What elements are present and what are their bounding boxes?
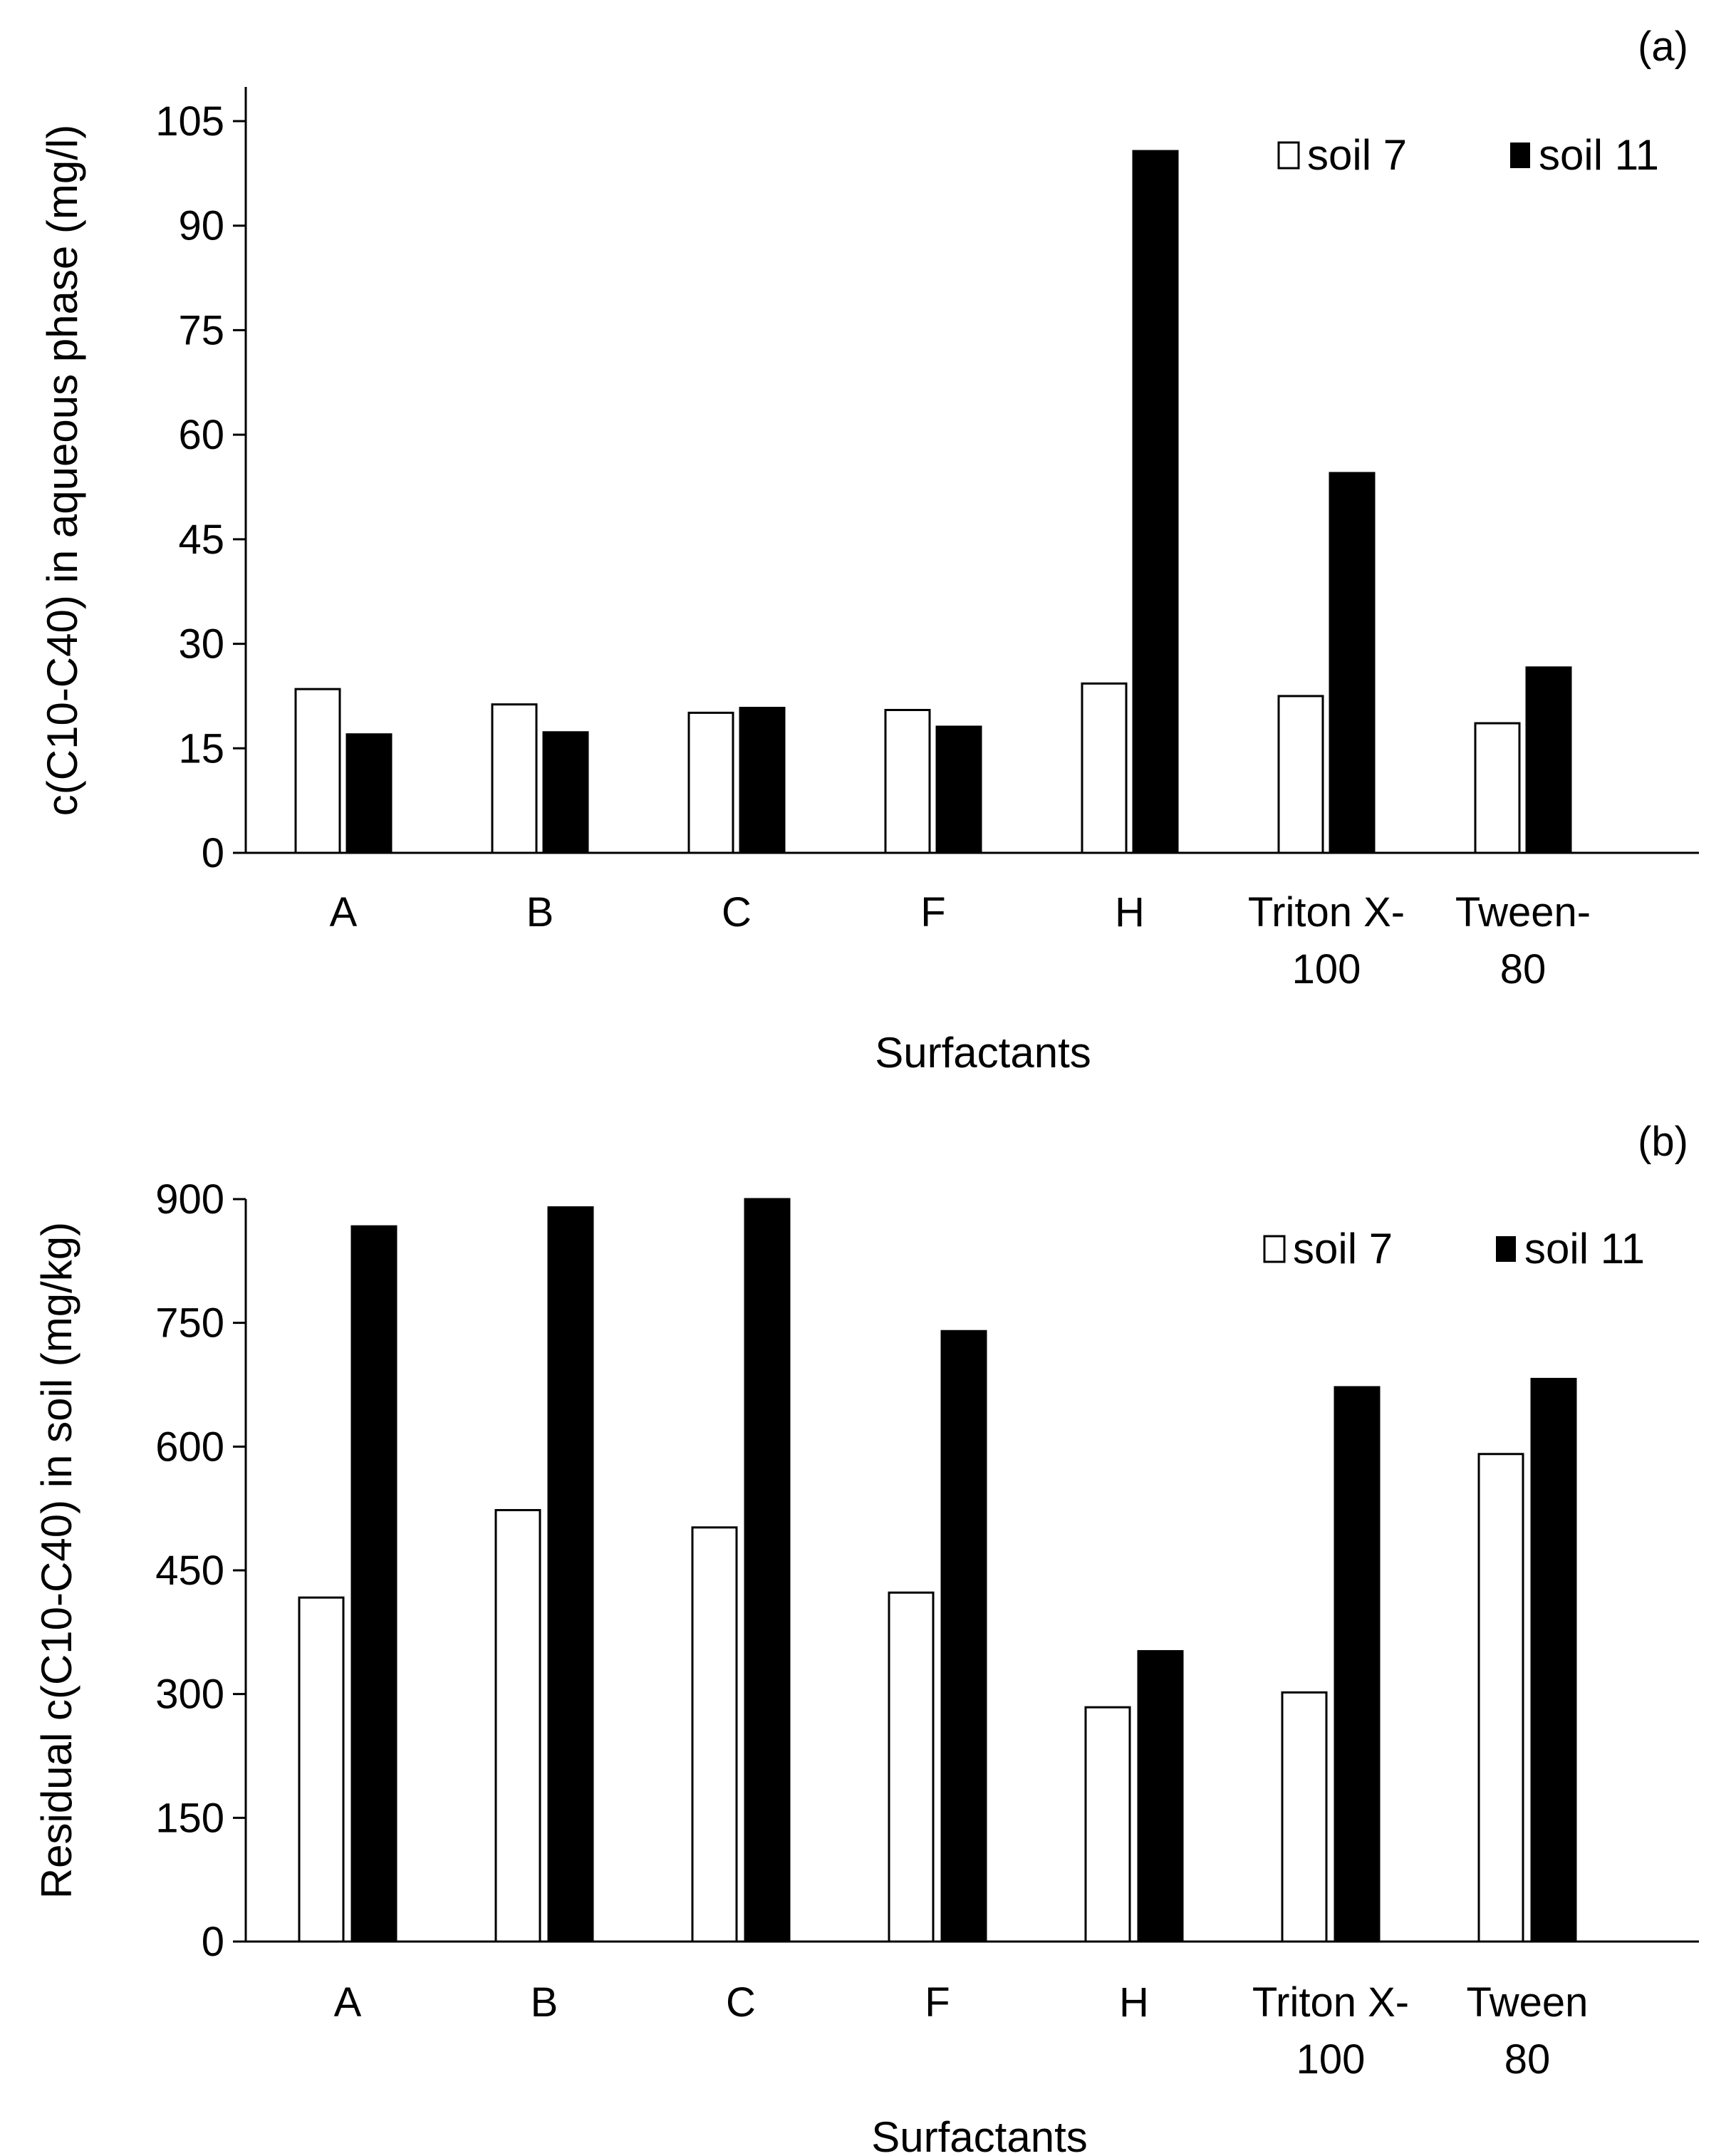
bar-b-soil11-2 xyxy=(744,1198,791,1943)
bar-a-soil7-4 xyxy=(1081,682,1128,854)
bar-b-soil7-5 xyxy=(1281,1691,1328,1943)
panel-b-category-label: A xyxy=(334,1979,362,2026)
bar-a-soil11-4 xyxy=(1132,150,1179,854)
panel-b-legend: soil 7 soil 11 xyxy=(1263,1225,1645,1273)
bar-a-soil11-1 xyxy=(542,731,589,854)
panel-b-y-tick-label: 450 xyxy=(155,1548,224,1594)
panel-b-label: (b) xyxy=(1638,1119,1688,1165)
panel-b-y-tick-label: 600 xyxy=(155,1424,224,1470)
panel-b-category-label: H xyxy=(1119,1979,1149,2026)
bar-b-soil7-1 xyxy=(494,1508,541,1943)
bar-a-soil7-3 xyxy=(884,708,931,854)
panel-a-y-tick-label: 75 xyxy=(178,307,224,353)
panel-a-legend-swatch-soil11 xyxy=(1510,142,1530,168)
panel-b-legend-swatch-soil7 xyxy=(1263,1235,1286,1263)
panel-a-category-label: H xyxy=(1115,889,1145,936)
panel-a-category-label: 100 xyxy=(1292,946,1361,993)
panel-b-category-label: 100 xyxy=(1296,2036,1366,2083)
bar-a-soil7-2 xyxy=(687,711,734,854)
panel-a-x-axis-label: Surfactants xyxy=(875,1029,1091,1077)
panel-a-category-label: A xyxy=(330,889,358,936)
panel-b-y-ticks: 0 150 300 450 600 750 900 xyxy=(155,1176,246,1965)
panel-a-y-tick-label: 60 xyxy=(178,412,224,458)
panel-a-category-label: F xyxy=(920,889,945,936)
panel-b-y-tick-label: 750 xyxy=(155,1300,224,1347)
panel-a-y-tick-label: 30 xyxy=(178,621,224,668)
bar-a-soil7-6 xyxy=(1474,722,1521,854)
panel-a-category-labels: A B C F H Triton X- 100 Tween- 80 xyxy=(330,889,1591,993)
bar-b-soil11-5 xyxy=(1334,1386,1381,1943)
panel-b-category-labels: A B C F H Triton X- 100 Tween 80 xyxy=(334,1979,1589,2083)
bar-b-soil11-0 xyxy=(350,1225,397,1943)
panel-a-category-label: Triton X- xyxy=(1248,889,1405,936)
bar-b-soil11-1 xyxy=(547,1206,594,1943)
panel-b-category-label: C xyxy=(726,1979,756,2026)
panel-a-legend-swatch-soil7 xyxy=(1277,141,1300,170)
panel-a-category-label: C xyxy=(722,889,752,936)
panel-a-bars xyxy=(294,150,1572,854)
panel-b-y-tick-label: 150 xyxy=(155,1795,224,1841)
panel-b-bars xyxy=(298,1198,1577,1943)
panel-b-y-tick-label: 300 xyxy=(155,1672,224,1718)
bar-b-soil11-3 xyxy=(940,1330,987,1943)
panel-a-label: (a) xyxy=(1638,24,1688,70)
panel-a-y-ticks: 0 15 30 45 60 75 90 105 xyxy=(155,98,246,876)
panel-b-legend-swatch-soil11 xyxy=(1496,1236,1516,1262)
panel-b-category-label: 80 xyxy=(1504,2036,1551,2083)
bar-b-soil7-6 xyxy=(1477,1453,1524,1943)
bar-a-soil7-0 xyxy=(294,688,341,854)
panel-b-legend-label-soil11: soil 11 xyxy=(1524,1225,1645,1273)
panel-a-category-label: Tween- xyxy=(1455,889,1591,936)
panel-a-y-axis-label: c(C10-C40) in aqueous phase (mg/l) xyxy=(38,125,86,816)
panel-a-y-tick-label: 45 xyxy=(178,517,224,563)
bar-a-soil11-3 xyxy=(935,725,982,854)
panel-b-x-axis-label: Surfactants xyxy=(871,2113,1088,2156)
panel-a-category-label: B xyxy=(526,889,554,936)
panel-b-y-axis-label: Residual c(C10-C40) in soil (mg/kg) xyxy=(33,1222,80,1899)
panel-a-legend: soil 7 soil 11 xyxy=(1277,131,1659,179)
chart-panel-a: (a) 0 15 30 45 60 75 90 105 A B C F H Triton X- 100 Tw… xyxy=(38,24,1699,1077)
bar-a-soil11-5 xyxy=(1329,472,1376,854)
panel-b-category-label: Triton X- xyxy=(1252,1979,1409,2026)
panel-a-y-tick-label: 0 xyxy=(202,830,224,876)
bar-b-soil11-4 xyxy=(1137,1649,1184,1943)
panel-a-category-label: 80 xyxy=(1500,946,1547,993)
panel-a-legend-label-soil7: soil 7 xyxy=(1307,131,1407,179)
bar-a-soil11-6 xyxy=(1525,666,1572,854)
panel-a-y-tick-label: 105 xyxy=(155,98,224,145)
chart-panel-b: (b) 0 150 300 450 600 750 900 A B C F H Triton X- 10… xyxy=(33,1119,1699,2156)
panel-b-category-label: B xyxy=(531,1979,558,2026)
panel-b-legend-label-soil7: soil 7 xyxy=(1293,1225,1393,1273)
bar-b-soil7-4 xyxy=(1084,1706,1131,1943)
panel-b-y-tick-label: 0 xyxy=(202,1919,224,1965)
panel-b-category-label: F xyxy=(925,1979,950,2026)
panel-b-category-label: Tween xyxy=(1467,1979,1589,2026)
panel-a-y-tick-label: 90 xyxy=(178,203,224,249)
bar-b-soil7-2 xyxy=(691,1526,738,1943)
bar-b-soil11-6 xyxy=(1530,1377,1577,1943)
bar-a-soil7-5 xyxy=(1277,695,1324,854)
panel-a-legend-label-soil11: soil 11 xyxy=(1539,131,1659,179)
bar-b-soil7-3 xyxy=(888,1591,935,1943)
bar-a-soil11-0 xyxy=(345,733,393,854)
panel-b-y-tick-label: 900 xyxy=(155,1176,224,1223)
bar-a-soil11-2 xyxy=(739,707,786,854)
bar-b-soil7-0 xyxy=(298,1596,345,1943)
panel-a-y-tick-label: 15 xyxy=(178,725,224,772)
bar-a-soil7-1 xyxy=(491,703,538,854)
